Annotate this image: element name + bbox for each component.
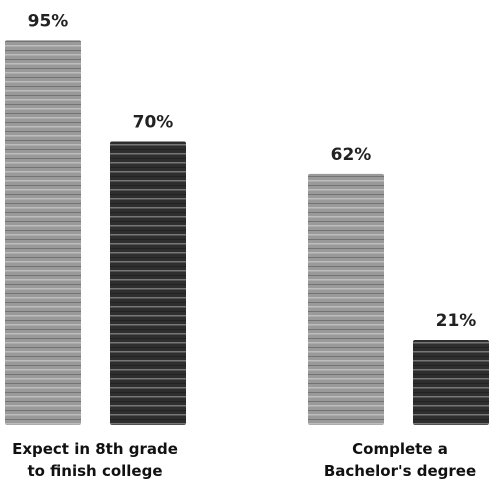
value-label: 95% (28, 11, 69, 31)
value-label: 70% (133, 113, 174, 133)
book-texture (413, 339, 489, 425)
category-label: Complete a Bachelor's degree (323, 440, 477, 480)
book-texture (5, 40, 81, 425)
value-label: 21% (436, 311, 477, 331)
value-label: 62% (331, 145, 372, 165)
category-label: Expect in 8th grade to finish college (12, 440, 178, 480)
book-texture (308, 173, 384, 425)
book-texture (110, 141, 186, 425)
